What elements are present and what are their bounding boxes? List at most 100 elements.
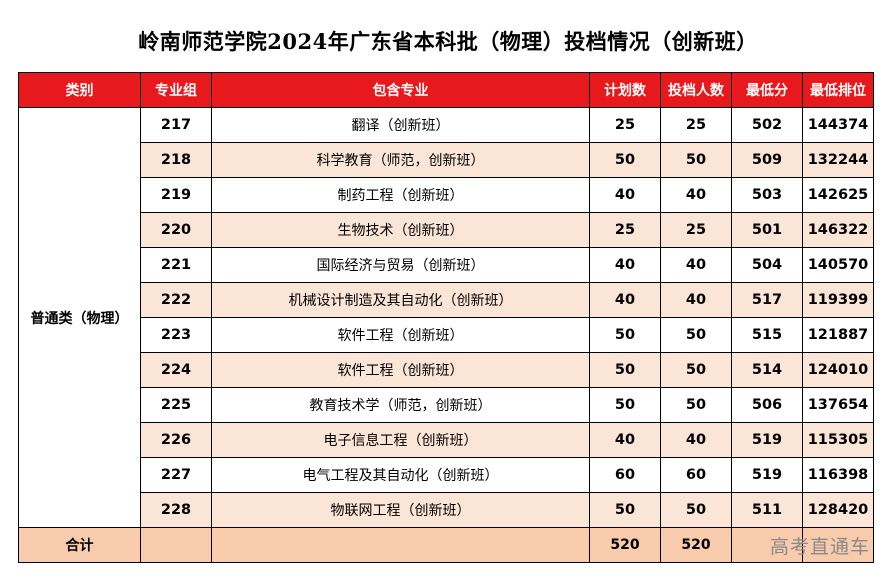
min-score-cell: 503 (731, 177, 803, 213)
table-row: 222 机械设计制造及其自动化（创新班） 40 40 517 119399 (19, 282, 874, 318)
group-cell: 222 (140, 282, 212, 318)
major-cell: 教育技术学（师范，创新班） (211, 387, 590, 423)
table-row: 226 电子信息工程（创新班） 40 40 519 115305 (19, 422, 874, 458)
major-cell: 电子信息工程（创新班） (211, 422, 590, 458)
min-score-cell: 519 (731, 457, 803, 493)
major-cell: 制药工程（创新班） (211, 177, 590, 213)
group-cell: 228 (140, 492, 212, 528)
min-rank-cell: 128420 (802, 492, 874, 528)
header-group: 专业组 (140, 72, 212, 108)
group-cell: 220 (140, 212, 212, 248)
min-score-cell: 517 (731, 282, 803, 318)
major-cell: 翻译（创新班） (211, 107, 590, 143)
min-rank-cell: 132244 (802, 142, 874, 178)
major-cell: 软件工程（创新班） (211, 317, 590, 353)
group-cell: 224 (140, 352, 212, 388)
table-row: 228 物联网工程（创新班） 50 50 511 128420 (19, 492, 874, 528)
header-min-score: 最低分 (731, 72, 803, 108)
plan-cell: 50 (589, 317, 661, 353)
table-header-row: 类别 专业组 包含专业 计划数 投档人数 最低分 最低排位 (18, 72, 874, 108)
header-admitted: 投档人数 (660, 72, 732, 108)
admitted-cell: 25 (660, 212, 732, 248)
min-rank-cell: 142625 (802, 177, 874, 213)
plan-cell: 50 (589, 387, 661, 423)
table-row: 220 生物技术（创新班） 25 25 501 146322 (19, 212, 874, 248)
major-cell: 软件工程（创新班） (211, 352, 590, 388)
admitted-cell: 50 (660, 387, 732, 423)
admitted-cell: 50 (660, 492, 732, 528)
table-row: 227 电气工程及其自动化（创新班） 60 60 519 116398 (19, 457, 874, 493)
admitted-cell: 40 (660, 282, 732, 318)
total-plan: 520 (589, 527, 661, 563)
plan-cell: 50 (589, 352, 661, 388)
table-row: 224 软件工程（创新班） 50 50 514 124010 (19, 352, 874, 388)
plan-cell: 25 (589, 107, 661, 143)
group-cell: 221 (140, 247, 212, 283)
total-empty-cell (140, 527, 212, 563)
table-row: 普通类（物理） 217 翻译（创新班） 25 25 502 144374 (18, 107, 874, 528)
total-row: 合计 520 520 (18, 527, 874, 563)
total-label: 合计 (18, 527, 141, 563)
min-rank-cell: 116398 (802, 457, 874, 493)
min-score-cell: 511 (731, 492, 803, 528)
group-cell: 223 (140, 317, 212, 353)
min-rank-cell: 115305 (802, 422, 874, 458)
min-rank-cell: 146322 (802, 212, 874, 248)
min-score-cell: 504 (731, 247, 803, 283)
min-rank-cell: 144374 (802, 107, 874, 143)
header-min-rank: 最低排位 (802, 72, 874, 108)
admitted-cell: 25 (660, 107, 732, 143)
admitted-cell: 50 (660, 317, 732, 353)
admitted-cell: 50 (660, 142, 732, 178)
watermark: 高考直通车 (769, 536, 870, 558)
total-empty-cell (802, 527, 874, 563)
group-cell: 227 (140, 457, 212, 493)
group-cell: 225 (140, 387, 212, 423)
min-score-cell: 506 (731, 387, 803, 423)
group-cell: 218 (140, 142, 212, 178)
min-rank-cell: 121887 (802, 317, 874, 353)
major-cell: 国际经济与贸易（创新班） (211, 247, 590, 283)
plan-cell: 50 (589, 492, 661, 528)
table-row: 219 制药工程（创新班） 40 40 503 142625 (19, 177, 874, 213)
min-rank-cell: 119399 (802, 282, 874, 318)
min-rank-cell: 137654 (802, 387, 874, 423)
plan-cell: 40 (589, 177, 661, 213)
plan-cell: 40 (589, 247, 661, 283)
major-cell: 电气工程及其自动化（创新班） (211, 457, 590, 493)
admitted-cell: 50 (660, 352, 732, 388)
min-score-cell: 501 (731, 212, 803, 248)
category-cell: 普通类（物理） (18, 107, 141, 528)
min-score-cell: 509 (731, 142, 803, 178)
admitted-cell: 60 (660, 457, 732, 493)
group-cell: 219 (140, 177, 212, 213)
plan-cell: 60 (589, 457, 661, 493)
admission-table: 类别 专业组 包含专业 计划数 投档人数 最低分 最低排位 普通类（物理） 21… (18, 72, 874, 563)
table-row: 218 科学教育（师范，创新班） 50 50 509 132244 (19, 142, 874, 178)
total-empty-cell (731, 527, 803, 563)
table-row: 225 教育技术学（师范，创新班） 50 50 506 137654 (19, 387, 874, 423)
admitted-cell: 40 (660, 177, 732, 213)
major-cell: 机械设计制造及其自动化（创新班） (211, 282, 590, 318)
min-score-cell: 515 (731, 317, 803, 353)
plan-cell: 40 (589, 282, 661, 318)
table-row: 221 国际经济与贸易（创新班） 40 40 504 140570 (19, 247, 874, 283)
min-rank-cell: 140570 (802, 247, 874, 283)
table-row: 223 软件工程（创新班） 50 50 515 121887 (19, 317, 874, 353)
min-rank-cell: 124010 (802, 352, 874, 388)
min-score-cell: 502 (731, 107, 803, 143)
group-cell: 226 (140, 422, 212, 458)
page-title: 岭南师范学院2024年广东省本科批（物理）投档情况（创新班） (138, 29, 758, 54)
plan-cell: 50 (589, 142, 661, 178)
total-empty-cell (211, 527, 590, 563)
plan-cell: 25 (589, 212, 661, 248)
admitted-cell: 40 (660, 422, 732, 458)
total-admitted: 520 (660, 527, 732, 563)
min-score-cell: 519 (731, 422, 803, 458)
major-cell: 科学教育（师范，创新班） (211, 142, 590, 178)
min-score-cell: 514 (731, 352, 803, 388)
group-cell: 217 (140, 107, 212, 143)
header-major: 包含专业 (211, 72, 590, 108)
header-category: 类别 (18, 72, 141, 108)
admitted-cell: 40 (660, 247, 732, 283)
